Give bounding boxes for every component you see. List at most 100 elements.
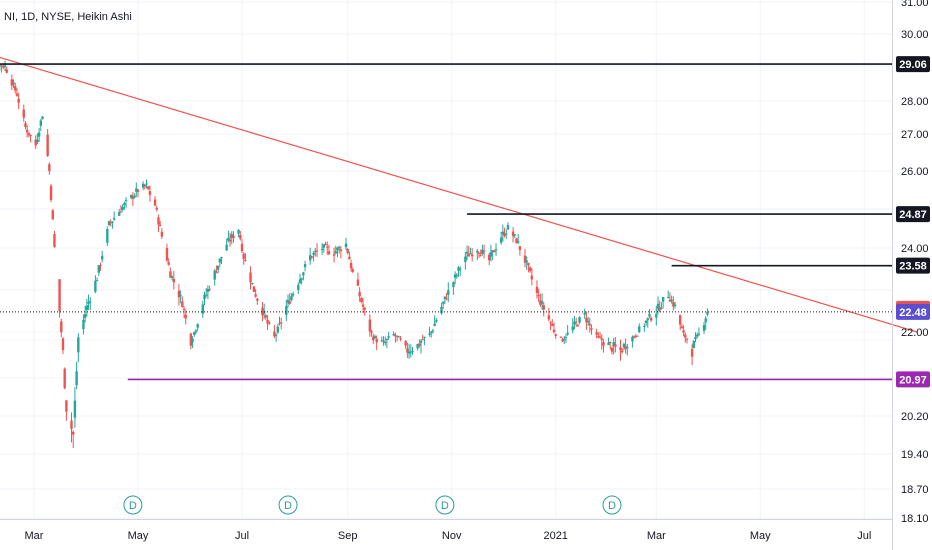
candle-body [324,243,327,246]
price-tag-box [896,206,930,223]
candle-body [658,307,661,311]
candle-body [634,336,638,338]
candle-body [100,255,104,260]
candle-body [361,304,365,307]
candle-body [276,326,280,333]
candle-body [702,325,706,331]
candle-body [41,116,44,120]
candle-body [491,250,494,253]
candle-body [585,318,588,323]
trend-line[interactable] [0,56,918,333]
candle-body [481,249,484,254]
candle-body [530,275,534,280]
candle-body [563,338,566,340]
candle-body [619,347,622,351]
candle-body [326,246,329,248]
y-tick-label: 26.00 [901,166,929,178]
candle-body [95,280,99,282]
candle-body [17,98,20,103]
time-axis[interactable]: Mar May Jul Sep Nov 2021 Mar May Jul [25,530,872,542]
candle-body [3,65,7,67]
candle-body [320,248,324,250]
price-tag-label: 23.58 [899,261,927,273]
symbol-label: NI, 1D, NYSE, Heikin Ashi [4,11,132,23]
candle-body [648,313,651,317]
candle-body [153,199,157,206]
candle-body [360,298,363,302]
candle-body [598,336,602,338]
candle-body [27,132,31,135]
candle-body [25,129,29,133]
candle-body [107,221,111,225]
dividend-marker[interactable]: D [435,495,455,515]
candle-body [539,300,542,305]
candle-body [358,291,361,297]
candle-body [552,329,556,333]
candle-body [469,253,472,255]
candle-body [692,341,696,349]
dividend-marker[interactable]: D [602,495,622,515]
candle-body [254,294,257,297]
candle-body [527,262,530,266]
candle-body [418,343,421,346]
candles [0,60,709,448]
candle-body [327,251,331,255]
candle-body [445,298,448,300]
candle-body [624,346,627,350]
candle-body [684,334,687,338]
candle-body [249,272,252,283]
candle-body [291,293,295,296]
candle-body [409,351,412,353]
dividend-marker[interactable]: D [123,495,143,515]
candle-body [184,314,187,319]
candle-body [310,256,314,258]
candle-body [213,270,216,280]
candle-body [75,371,78,386]
drawing-lines[interactable] [0,56,918,381]
candle-body [99,264,102,266]
candle-body [678,315,682,325]
candle-body [94,280,97,292]
candle-body [607,342,610,346]
price-tag-box [896,257,930,274]
candle-body [368,319,372,332]
candle-body [204,294,208,296]
candle-body [578,317,581,323]
candle-body [528,267,532,271]
candle-body [644,320,648,324]
candle-body [133,195,136,198]
candle-body [636,335,639,337]
dividend-marker[interactable]: D [278,495,298,515]
candle-body [697,333,701,335]
candle-body [375,338,378,343]
price-tag-label: 24.87 [899,209,927,221]
candle-body [227,237,230,241]
candle-body [244,259,247,261]
candle-body [182,308,186,310]
candle-body [392,333,395,336]
candle-body [61,338,65,351]
candle-body [406,348,409,353]
candle-body [672,302,675,307]
x-tick-label: Jul [235,530,249,542]
candle-body [225,244,228,251]
candle-body [476,250,479,253]
candle-body [447,290,450,295]
candle-body [494,249,498,251]
candle-body [298,279,302,283]
candle-body [206,288,210,292]
candle-body [348,256,351,260]
candle-body [631,336,634,342]
candle-body [525,260,528,263]
candle-body [411,350,414,352]
candle-body [387,336,390,338]
candle-body [595,332,598,335]
candle-body [157,217,160,225]
candle-body [351,269,355,272]
candle-body [467,254,470,257]
candle-body [111,221,114,223]
dividend-label: D [608,500,616,512]
candle-body [501,231,505,235]
